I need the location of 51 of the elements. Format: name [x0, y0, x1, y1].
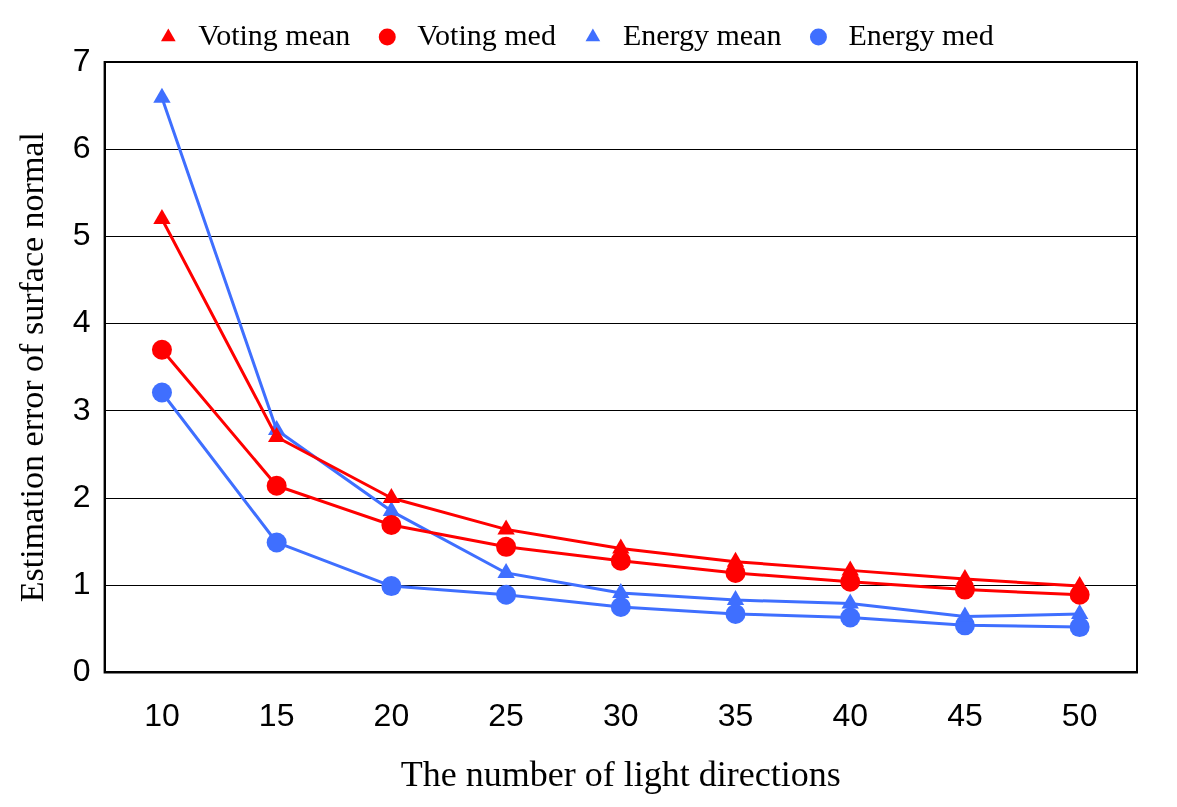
point [610, 597, 631, 617]
x-tick-label: 20 [373, 697, 410, 734]
y-tick-label: 4 [72, 303, 91, 340]
x-tick-label: 40 [832, 697, 869, 734]
x-tick-label: 30 [603, 697, 639, 734]
legend-label: Energy med [848, 17, 994, 51]
y-tick-label: 6 [72, 129, 91, 166]
point [151, 382, 172, 403]
y-axis-title: Estimation error of surface normal [13, 132, 51, 603]
x-tick-label: 50 [1061, 697, 1098, 734]
x-axis-title: The number of light directions [400, 753, 841, 794]
point [496, 584, 517, 605]
point [266, 532, 287, 553]
y-tick-label: 1 [72, 565, 91, 602]
point [153, 208, 171, 224]
point [381, 515, 402, 536]
x-tick-label: 45 [947, 697, 983, 734]
point [153, 87, 171, 103]
point [956, 569, 974, 585]
y-tick-label: 3 [72, 390, 91, 427]
x-tick-label: 10 [144, 697, 180, 734]
point [381, 576, 402, 597]
x-tick-label: 25 [488, 697, 524, 734]
y-tick-label: 5 [72, 216, 91, 253]
point [382, 501, 401, 517]
point [726, 551, 745, 567]
point [497, 519, 515, 535]
point [266, 475, 287, 496]
point [612, 538, 630, 554]
point [151, 339, 172, 360]
y-tick-label: 2 [72, 477, 91, 514]
x-tick-label: 15 [258, 697, 295, 734]
legend-label: Energy mean [622, 17, 782, 51]
legend-label: Voting med [417, 17, 556, 51]
point [840, 607, 861, 628]
point [612, 583, 630, 599]
x-tick-label: 35 [717, 697, 754, 734]
point [725, 603, 746, 624]
point [496, 536, 517, 557]
legend-label: Voting mean [198, 17, 351, 51]
point [841, 593, 859, 609]
point [1069, 617, 1090, 638]
point [841, 560, 859, 576]
point [268, 426, 286, 442]
y-tick-label: 0 [72, 652, 91, 689]
point [956, 606, 974, 622]
point [497, 562, 515, 578]
point [726, 590, 745, 606]
y-tick-label: 7 [72, 41, 91, 78]
point [1070, 576, 1089, 592]
point [382, 488, 401, 503]
